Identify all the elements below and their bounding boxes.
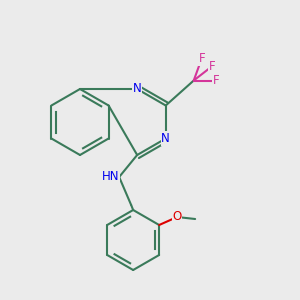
Text: O: O (172, 211, 182, 224)
Text: F: F (198, 52, 205, 65)
Text: HN: HN (102, 170, 119, 184)
Text: N: N (133, 82, 142, 95)
Text: F: F (212, 74, 219, 87)
Text: N: N (161, 132, 170, 145)
Text: F: F (208, 60, 215, 73)
